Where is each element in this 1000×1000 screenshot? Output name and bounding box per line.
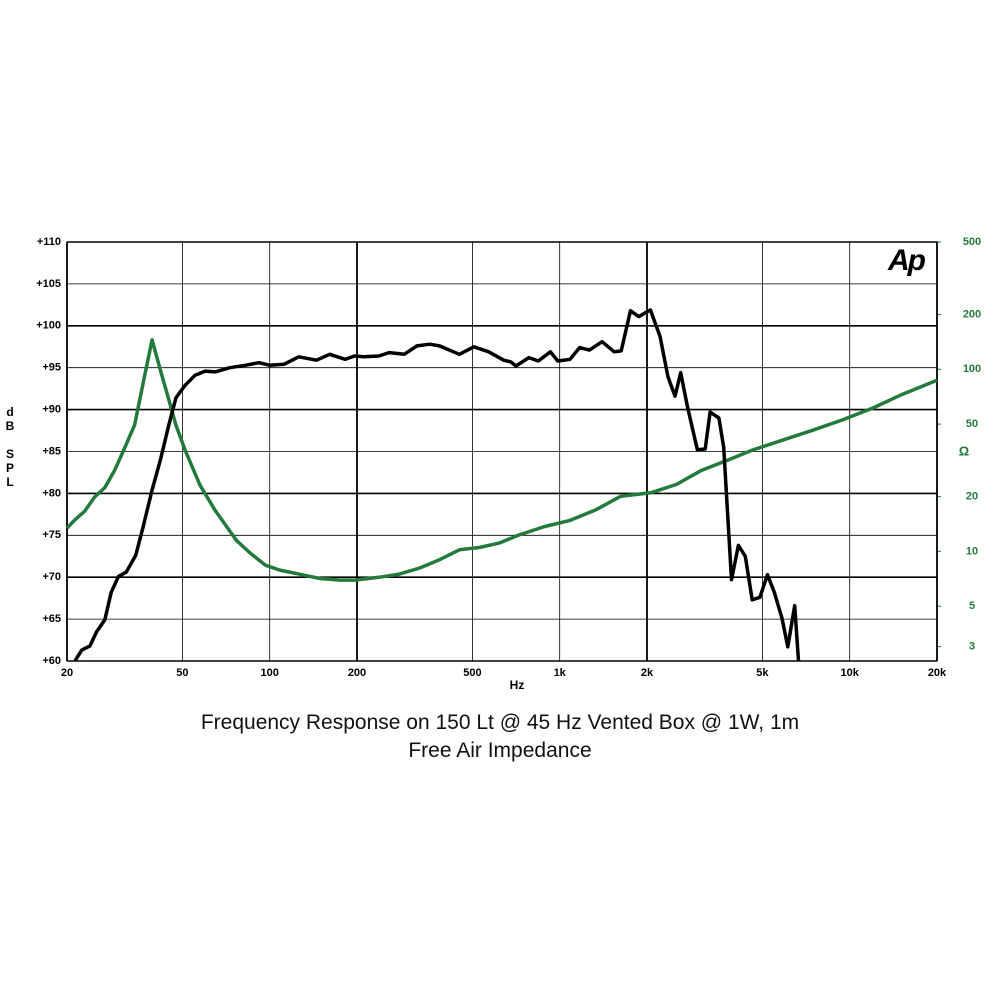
y-tick-label: +95: [42, 362, 61, 374]
series-line: [73, 308, 801, 662]
y2-tick-label: 5: [969, 600, 975, 612]
x-tick-label: 20k: [928, 667, 947, 679]
y-tick-label: +90: [42, 404, 61, 416]
y2-tick-label: 50: [966, 418, 978, 430]
x-tick-label: 2k: [641, 667, 654, 679]
plot-frame: [66, 241, 938, 662]
y-tick-label: +85: [42, 445, 61, 457]
y-tick-label: +105: [36, 278, 61, 290]
y2-tick-label: 500: [963, 236, 981, 248]
y-tick-label: +80: [42, 487, 61, 499]
x-tick-label: 1k: [554, 667, 567, 679]
series-line: [65, 338, 938, 582]
y2-tick-label: 200: [963, 308, 981, 320]
y-tick-label: +110: [37, 236, 61, 248]
y2-tick-label: 10: [966, 545, 978, 557]
x-tick-label: 100: [261, 667, 279, 679]
x-tick-label: 500: [463, 667, 481, 679]
y2-tick-label: 20: [966, 490, 978, 502]
y-axis-label: dB SPL: [3, 405, 17, 489]
x-tick-label: 200: [348, 667, 366, 679]
x-tick-label: 50: [176, 667, 188, 679]
y-tick-label: +70: [42, 571, 61, 583]
x-tick-label: 20: [61, 667, 73, 679]
x-tick-label: 5k: [756, 667, 769, 679]
y2-tick-label: 3: [969, 640, 975, 652]
chart-title: Frequency Response on 150 Lt @ 45 Hz Ven…: [200, 711, 800, 734]
x-axis-label: Hz: [510, 678, 525, 692]
y-tick-label: +60: [42, 655, 61, 667]
y2-tick-label: 100: [963, 363, 981, 375]
logo: Ap: [887, 244, 926, 277]
y2-axis-label: Ω: [959, 443, 969, 458]
y-tick-label: +75: [42, 529, 61, 541]
y-tick-label: +100: [36, 320, 61, 332]
x-tick-label: 10k: [841, 667, 860, 679]
chart-subtitle: Free Air Impedance: [408, 739, 592, 762]
y-tick-label: +65: [42, 613, 61, 625]
